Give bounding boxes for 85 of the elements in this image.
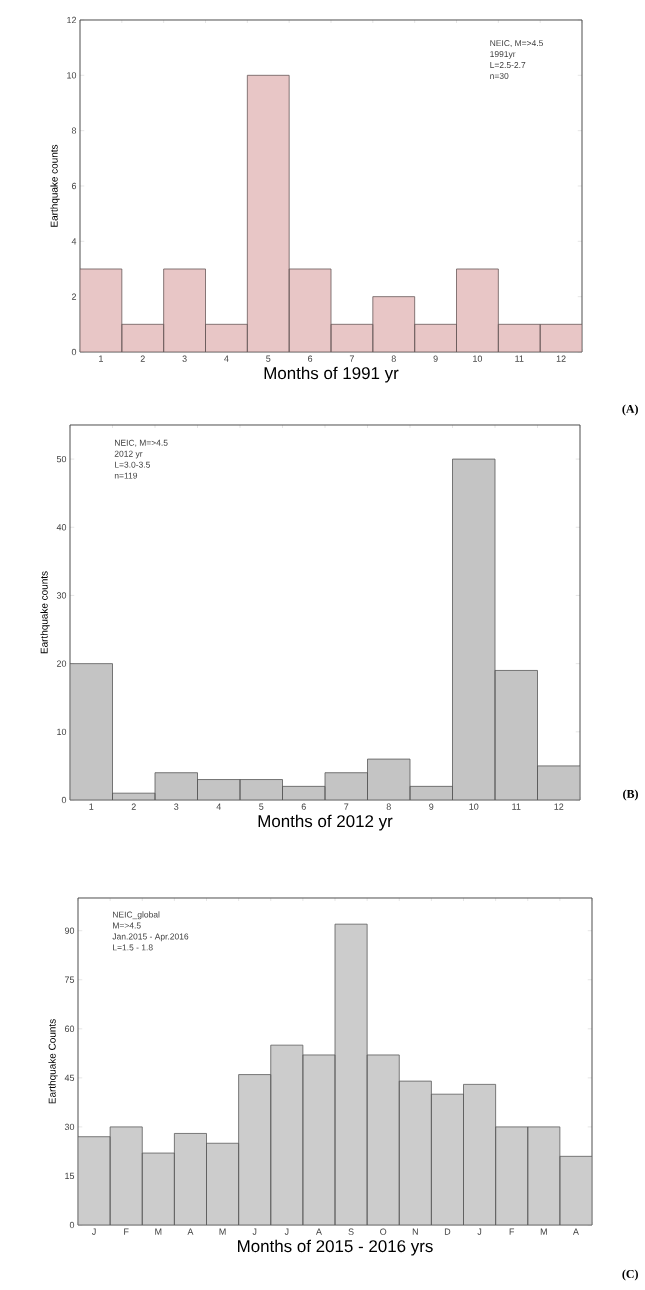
x-axis-title: Months of 2012 yr [258,814,393,831]
y-tick-label: 75 [64,976,75,983]
x-tick-label: 3 [182,355,187,362]
y-tick-label: 10 [57,728,67,735]
x-tick-label: 10 [469,803,479,810]
y-tick-label: 10 [67,72,77,79]
x-tick-label: A [572,1228,579,1235]
annotation: M=>4.5 [113,922,141,929]
y-tick-label: 8 [71,127,77,134]
x-tick-label: 8 [391,355,396,362]
x-axis-title: Months of 2015 - 2016 yrs [238,1239,433,1256]
x-tick-label: M [155,1228,162,1235]
x-axis-title: Months of 1991 yr [264,366,399,383]
y-tick-label: 90 [64,927,75,934]
x-tick-label: 5 [259,803,264,810]
bar [302,1054,335,1225]
x-tick-label: J [284,1228,289,1235]
x-tick-label: F [124,1228,129,1235]
y-axis-title: Earthquake counts [50,144,60,227]
x-tick-label: 7 [349,355,354,362]
y-tick-label: 15 [65,1172,75,1180]
y-tick-label: 2 [71,293,77,300]
bar [78,1136,111,1225]
annotation: NEIC_global [113,911,160,920]
annotation: NEIC, M=>4.5 [115,439,168,447]
text: (C) [622,1269,638,1281]
x-tick-label: 1 [89,803,94,810]
x-tick-label: 12 [556,355,566,362]
text: (B) [623,789,638,801]
x-tick-label: M [540,1228,547,1235]
x-tick-label: 4 [216,803,221,810]
x-tick-label: 7 [344,803,349,810]
y-tick-label: 20 [56,660,67,667]
x-tick-label: 11 [515,355,524,362]
x-tick-label: 6 [301,803,306,810]
y-tick-label: 45 [64,1074,75,1081]
y-tick-label: 6 [71,182,77,190]
x-tick-label: 11 [512,803,521,810]
annotation: n=119 [114,472,138,479]
x-tick-label: A [187,1228,194,1235]
x-tick-label: A [315,1228,322,1235]
x-tick-label: M [219,1228,226,1235]
x-tick-label: N [412,1228,418,1235]
x-tick-label: J [91,1228,96,1235]
x-tick-label: 6 [308,355,313,362]
x-tick-label: D [444,1228,451,1235]
annotation: 1991yr [490,51,516,59]
annotation: L=1.5 - 1.8 [113,944,153,951]
y-tick-label: 50 [56,455,67,463]
x-tick-label: 12 [554,803,564,810]
y-tick-label: 30 [64,1123,75,1131]
annotation: 2012 yr [114,450,143,459]
annotation: n=30 [490,72,509,79]
y-tick-label: 60 [64,1025,75,1032]
y-tick-label: 0 [61,796,67,804]
annotation: NEIC, M=>4.5 [490,40,543,48]
y-axis-title: Earthquake Counts [48,1019,58,1104]
annotation: L=3.0-3.5 [115,461,150,468]
y-axis-title: Earthquake counts [40,571,50,654]
x-tick-label: J [477,1228,482,1235]
y-tick-label: 30 [56,592,67,599]
text: (A) [622,404,638,416]
bar [335,924,368,1225]
x-tick-label: F [509,1228,515,1235]
x-tick-label: 4 [224,355,229,362]
x-tick-label: J [252,1228,257,1235]
y-tick-label: 0 [71,348,77,356]
x-tick-label: 10 [473,355,483,362]
annotation: L=2.5-2.7 [490,62,526,69]
y-tick-label: 12 [67,16,77,24]
x-tick-label: 9 [433,355,438,362]
y-tick-label: 4 [71,238,77,245]
y-tick-label: 40 [56,524,67,531]
y-tick-label: 0 [69,1221,75,1229]
x-tick-label: 3 [174,803,179,810]
x-tick-label: 2 [131,803,136,810]
x-tick-label: 9 [429,803,434,810]
x-tick-label: 1 [99,355,103,362]
x-tick-label: S [348,1228,354,1235]
bar [559,1155,592,1225]
annotation: Jan.2015 - Apr.2016 [112,933,189,942]
x-tick-label: 5 [266,355,271,362]
x-tick-label: 2 [140,355,145,362]
x-tick-label: 8 [386,803,391,810]
x-tick-label: O [380,1228,387,1235]
